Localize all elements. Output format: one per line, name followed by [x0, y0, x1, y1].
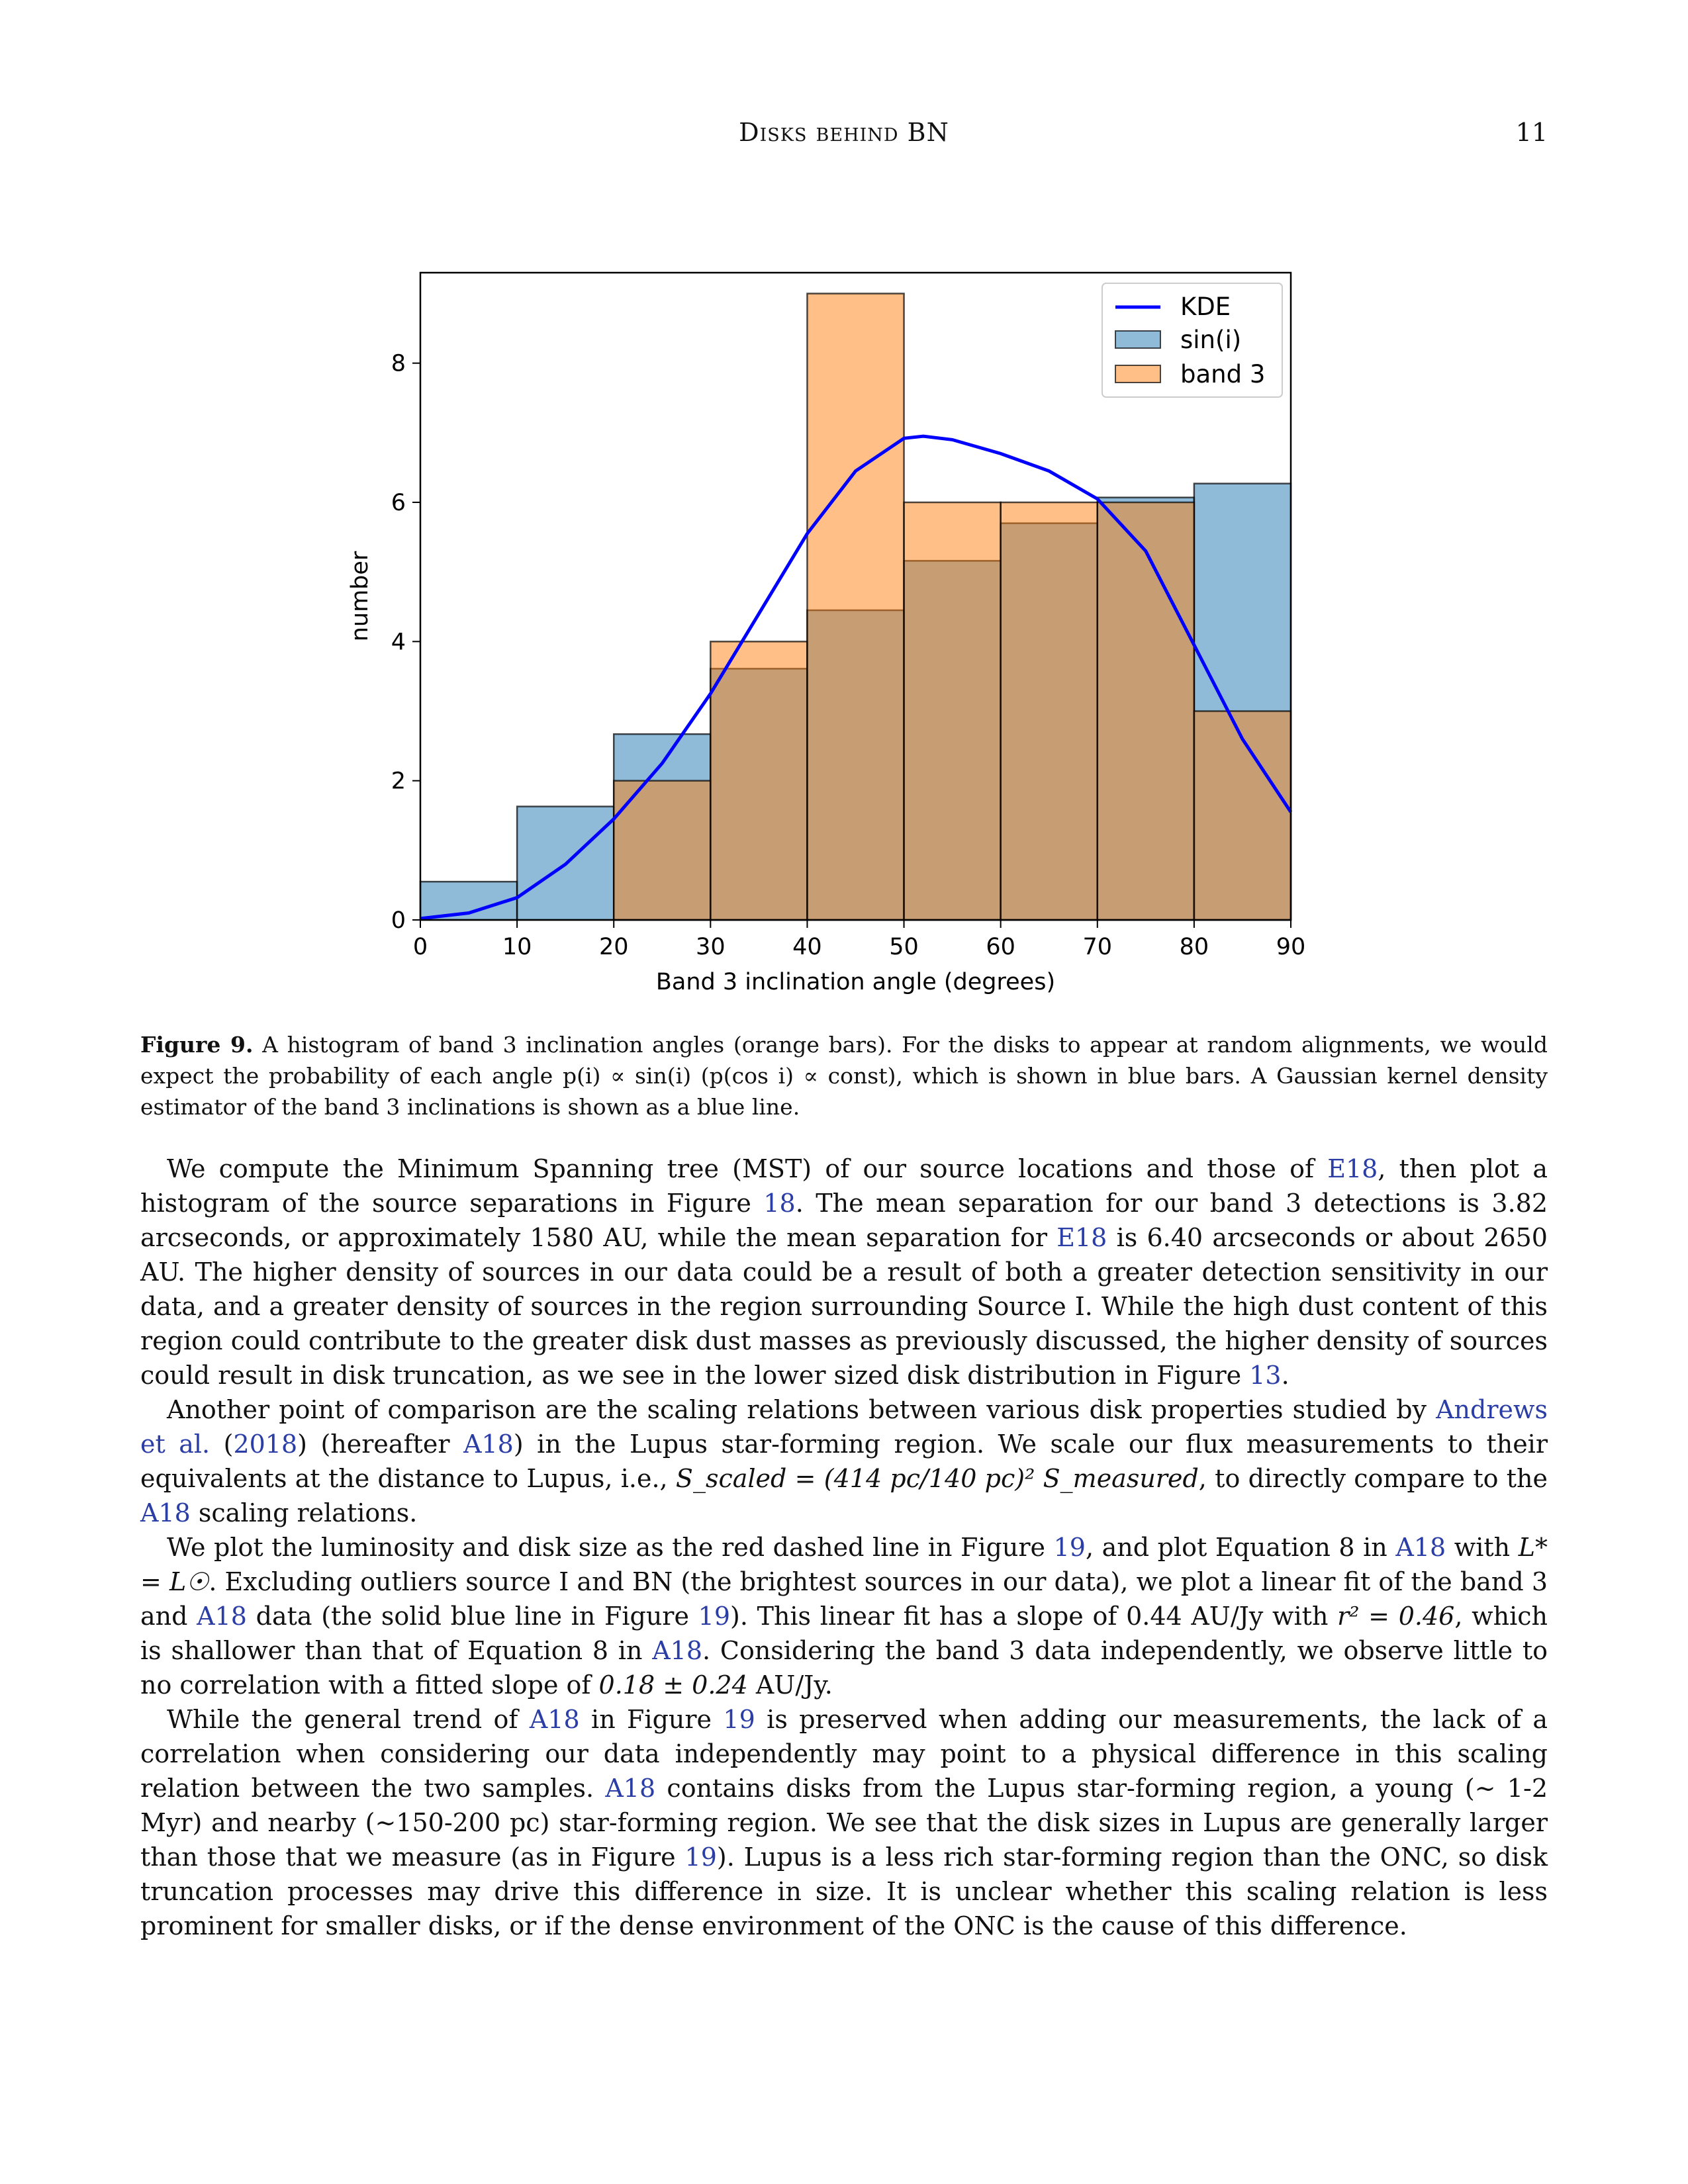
citation-link[interactable]: Andrews et al.: [140, 1395, 1548, 1459]
figure-link[interactable]: 19: [1053, 1533, 1086, 1562]
figure-link[interactable]: 19: [684, 1843, 717, 1872]
page-number: 11: [1515, 118, 1548, 147]
citation-link[interactable]: E18: [1327, 1154, 1378, 1183]
band3-bar: [806, 293, 905, 921]
plot-frame: [419, 271, 1292, 921]
figure-9: 0 10 20 30 40 50 60 70 80 90 0 2 4 6 8 Band 3 inclina…: [331, 258, 1324, 1006]
legend-band3-label: band 3: [1180, 360, 1265, 388]
histogram-chart: 0 10 20 30 40 50 60 70 80 90 0 2 4 6 8 Band 3 inclina…: [347, 271, 1305, 995]
band3-bar: [1096, 501, 1196, 921]
citation-link[interactable]: A18: [463, 1430, 514, 1459]
text: , and plot Equation 8 in: [1085, 1533, 1396, 1562]
y-tick-label: 6: [391, 490, 406, 516]
figure-link[interactable]: 13: [1249, 1361, 1282, 1390]
text: is 6.40 arcseconds or about 2650 AU. The…: [140, 1223, 1548, 1390]
text: in Figure: [579, 1705, 724, 1734]
band3-bar: [1000, 501, 1099, 921]
text: While the general trend of: [167, 1705, 530, 1734]
x-tick-label: 60: [986, 934, 1015, 960]
text: Another point of comparison are the scal…: [167, 1395, 1436, 1424]
x-tick-label: 50: [889, 934, 919, 960]
band3-bar: [1193, 710, 1292, 921]
text: , which is shallower than that of Equati…: [140, 1602, 1548, 1665]
equation-inline: r² = 0.46: [1337, 1602, 1455, 1631]
citation-link[interactable]: A18: [140, 1498, 191, 1527]
band3-bars: [612, 293, 1292, 921]
caption-label: Figure 9.: [140, 1032, 254, 1058]
legend: KDE sin(i) band 3: [1102, 283, 1283, 398]
citation-year-link[interactable]: 2018: [233, 1430, 298, 1459]
text: contains disks from the Lupus star-formi…: [140, 1774, 1548, 1872]
figure-link[interactable]: 19: [698, 1602, 730, 1631]
x-axis: 0 10 20 30 40 50 60 70 80 90: [413, 920, 1305, 960]
text: data (the solid blue line in Figure: [246, 1602, 698, 1631]
x-tick-label: 30: [696, 934, 726, 960]
band3-bar: [612, 780, 712, 921]
citation-link[interactable]: E18: [1056, 1223, 1107, 1252]
legend-kde-label: KDE: [1180, 293, 1231, 321]
x-tick-label: 90: [1276, 934, 1306, 960]
text: AU/Jy.: [747, 1670, 833, 1700]
text: , then plot a histogram of the source se…: [140, 1154, 1548, 1218]
equation-inline: 0.18 ± 0.24: [598, 1670, 748, 1700]
text: We compute the Minimum Spanning tree (MS…: [167, 1154, 1328, 1183]
text: ). Lupus is a less rich star-forming reg…: [140, 1843, 1548, 1940]
y-axis: 0 2 4 6 8: [391, 351, 420, 934]
x-tick-label: 70: [1083, 934, 1113, 960]
figure-link[interactable]: 18: [763, 1189, 796, 1218]
y-tick-label: 2: [391, 768, 406, 795]
citation-link[interactable]: A18: [1395, 1533, 1446, 1562]
x-tick-label: 40: [792, 934, 822, 960]
text: (: [210, 1430, 234, 1459]
citation-link[interactable]: A18: [605, 1774, 656, 1803]
band3-bar: [710, 641, 808, 921]
running-title: Disks behind BN: [739, 118, 949, 147]
legend-sin-i-swatch: [1115, 330, 1161, 349]
citation-link[interactable]: A18: [529, 1705, 580, 1734]
text: , to directly compare to the: [1198, 1464, 1548, 1493]
equation-inline: L* = L☉: [140, 1533, 1548, 1596]
text: with: [1446, 1533, 1519, 1562]
text: ) in the Lupus star-forming region. We s…: [140, 1430, 1548, 1493]
y-tick-label: 4: [391, 629, 406, 655]
x-axis-label: Band 3 inclination angle (degrees): [656, 969, 1055, 995]
y-tick-label: 8: [391, 351, 406, 377]
text: .: [1281, 1361, 1289, 1390]
text: is preserved when adding our measurement…: [140, 1705, 1548, 1803]
equation-inline: S_scaled = (414 pc/140 pc)² S_measured: [675, 1464, 1199, 1493]
figure-caption: Figure 9. A histogram of band 3 inclinat…: [140, 1029, 1548, 1122]
text: ). This linear fit has a slope of 0.44 A…: [730, 1602, 1338, 1631]
legend-sin-i-label: sin(i): [1180, 326, 1241, 354]
kde-line: [420, 434, 1293, 921]
text: . Excluding outliers source I and BN (th…: [140, 1567, 1548, 1631]
text: We plot the luminosity and disk size as …: [167, 1533, 1054, 1562]
x-tick-label: 0: [413, 934, 428, 960]
paragraph-3: We plot the luminosity and disk size as …: [140, 1530, 1548, 1702]
citation-link[interactable]: A18: [197, 1602, 247, 1631]
y-axis-label: number: [347, 551, 373, 641]
paragraph-4: While the general trend of A18 in Figure…: [140, 1702, 1548, 1943]
paragraph-2: Another point of comparison are the scal…: [140, 1392, 1548, 1530]
text: scaling relations.: [190, 1498, 418, 1527]
caption-text: A histogram of band 3 inclination angles…: [140, 1032, 1548, 1120]
text: . The mean separation for our band 3 det…: [140, 1189, 1548, 1252]
y-tick-label: 0: [391, 907, 406, 934]
legend-band3-swatch: [1115, 365, 1161, 383]
body-text: We compute the Minimum Spanning tree (MS…: [140, 1152, 1548, 1943]
text: . Considering the band 3 data independen…: [140, 1636, 1548, 1700]
paragraph-1: We compute the Minimum Spanning tree (MS…: [140, 1152, 1548, 1392]
x-tick-label: 10: [502, 934, 532, 960]
running-head: Disks behind BN 11: [0, 118, 1688, 158]
x-tick-label: 80: [1180, 934, 1209, 960]
x-tick-label: 20: [599, 934, 629, 960]
band3-bar: [903, 501, 1002, 921]
text: ) (hereafter: [297, 1430, 464, 1459]
figure-link[interactable]: 19: [723, 1705, 755, 1734]
citation-link[interactable]: A18: [652, 1636, 703, 1665]
